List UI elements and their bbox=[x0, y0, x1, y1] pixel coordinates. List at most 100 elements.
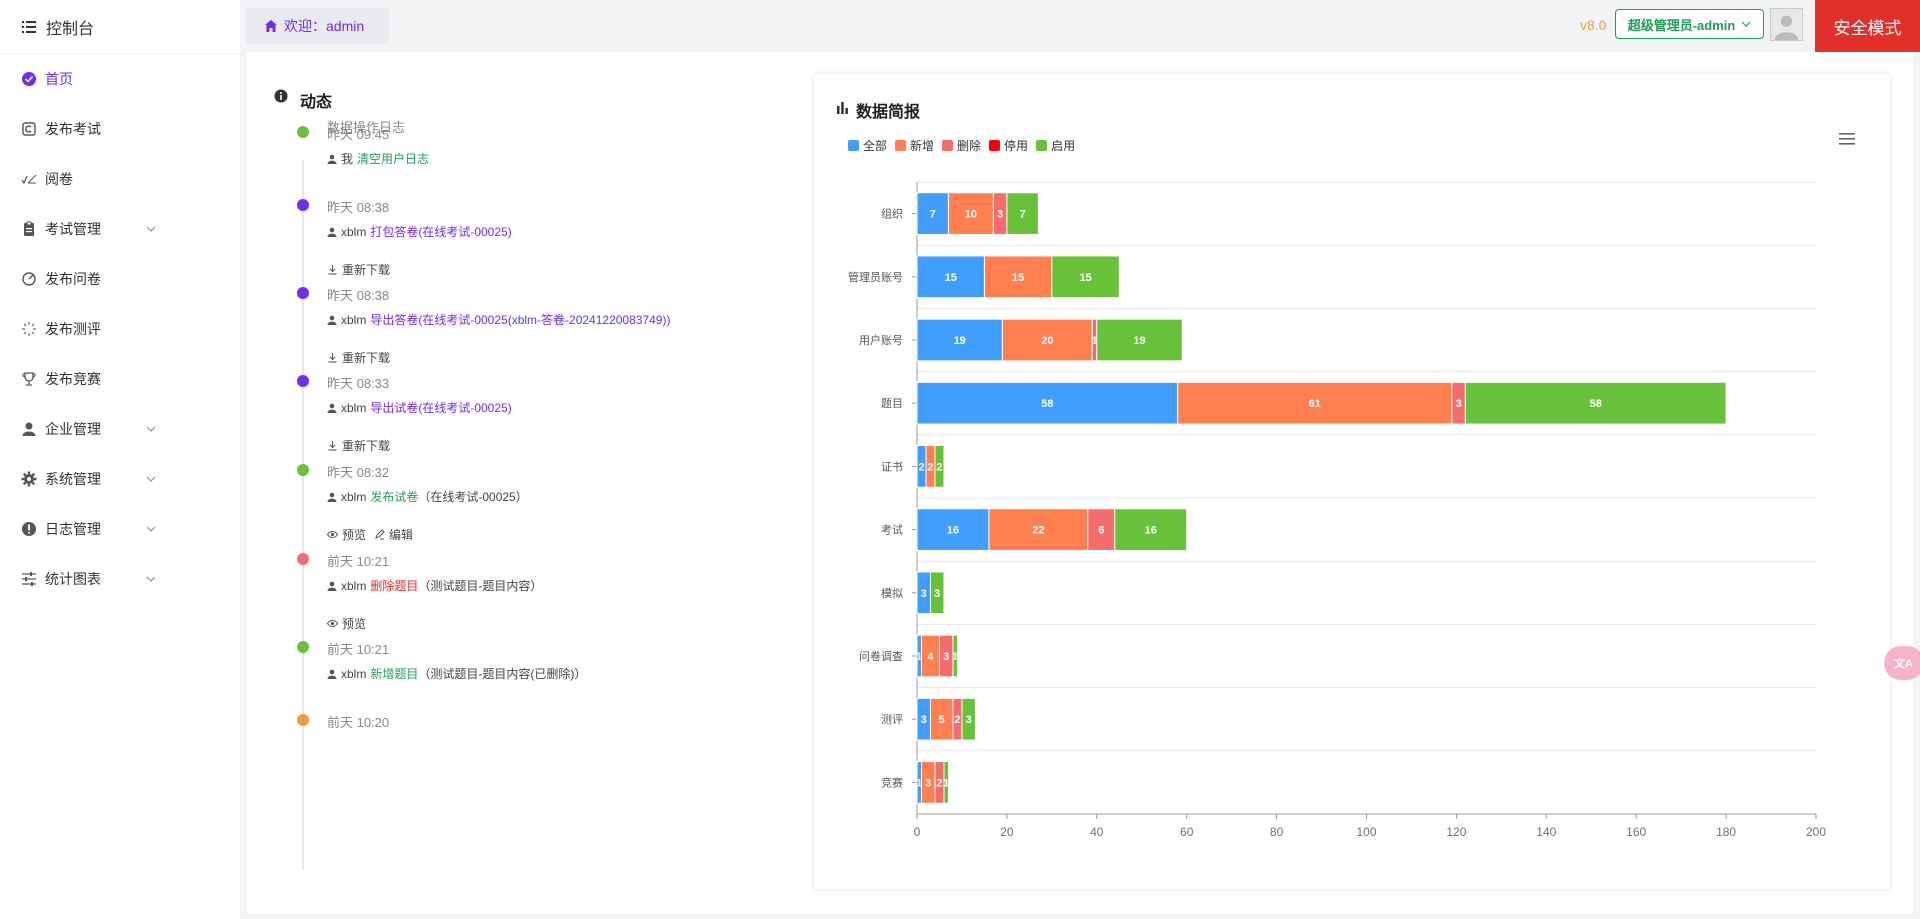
bar-value-label: 3 bbox=[934, 588, 940, 600]
user-icon bbox=[327, 669, 337, 679]
sidebar-item-4[interactable]: 发布问卷 bbox=[0, 254, 240, 304]
safe-mode-button[interactable]: 安全模式 bbox=[1815, 0, 1920, 52]
category-label: 考试 bbox=[881, 524, 903, 537]
timeline-dot bbox=[297, 375, 309, 387]
timeline-action-link[interactable]: 新增题目 bbox=[370, 667, 419, 681]
timeline-sub-action[interactable]: 重新下载 bbox=[327, 351, 390, 365]
sidebar-item-8[interactable]: 系统管理 bbox=[0, 454, 240, 504]
timeline-sub-actions: 预览 编辑 bbox=[327, 526, 421, 543]
alert-icon bbox=[22, 522, 36, 536]
timeline-line bbox=[302, 160, 304, 870]
timeline-dot bbox=[297, 126, 309, 138]
sidebar-item-label: 发布考试 bbox=[45, 121, 101, 137]
chart-menu-icon[interactable] bbox=[1838, 131, 1856, 147]
sliders-icon bbox=[22, 572, 36, 586]
bar-value-label: 2 bbox=[936, 461, 942, 473]
legend-item[interactable]: 新增 bbox=[895, 137, 934, 154]
timeline-sub-label: 预览 bbox=[342, 528, 367, 542]
sidebar-item-0[interactable]: 首页 bbox=[0, 54, 240, 104]
timeline-sub-actions: 重新下载 bbox=[327, 437, 398, 454]
timeline-user: xblm bbox=[341, 490, 367, 504]
sidebar-item-1[interactable]: 发布考试 bbox=[0, 104, 240, 154]
timeline-sub-action[interactable]: 重新下载 bbox=[327, 263, 390, 277]
timeline-sub-action[interactable]: 编辑 bbox=[374, 528, 413, 542]
timeline-user: 我 bbox=[341, 152, 354, 166]
clipboard-icon bbox=[24, 221, 34, 236]
x-tick-label: 0 bbox=[914, 825, 921, 839]
timeline-sub-label: 编辑 bbox=[389, 528, 414, 542]
timeline-time: 昨天 08:33 bbox=[327, 376, 390, 391]
download-icon bbox=[328, 353, 337, 363]
x-tick-label: 100 bbox=[1356, 825, 1376, 839]
bar-chart-icon bbox=[837, 102, 848, 114]
translate-float-button[interactable]: 文A bbox=[1884, 646, 1920, 680]
bar-value-label: 61 bbox=[1309, 398, 1321, 410]
publish-exam-icon bbox=[22, 122, 36, 136]
legend-item[interactable]: 全部 bbox=[848, 137, 887, 154]
user-icon bbox=[327, 227, 337, 237]
chevron-down-icon bbox=[146, 476, 156, 482]
sidebar-item-9[interactable]: 日志管理 bbox=[0, 504, 240, 554]
bar-segment bbox=[983, 255, 1053, 299]
bar-value-label: 16 bbox=[947, 525, 959, 537]
timeline-action-link[interactable]: 删除题目 bbox=[370, 579, 419, 593]
timeline-sub-action[interactable]: 预览 bbox=[327, 617, 366, 631]
sidebar-item-label: 发布测评 bbox=[45, 321, 101, 337]
legend-item[interactable]: 删除 bbox=[942, 137, 981, 154]
category-label: 问卷调查 bbox=[859, 649, 903, 663]
gear-icon bbox=[21, 471, 37, 487]
translate-label: 文A bbox=[1894, 658, 1913, 670]
avatar[interactable] bbox=[1770, 8, 1803, 41]
timeline-sub-action[interactable]: 预览 bbox=[327, 528, 366, 542]
sidebar-header[interactable]: 控制台 bbox=[0, 0, 240, 54]
timeline-action-link[interactable]: 导出试卷(在线考试-00025) bbox=[370, 401, 512, 415]
bar-segment bbox=[916, 192, 949, 235]
tab-welcome[interactable]: 欢迎：admin bbox=[246, 8, 389, 44]
bar-segment bbox=[947, 192, 994, 235]
timeline-action-link[interactable]: 清空用户日志 bbox=[357, 152, 430, 166]
home-check-icon bbox=[22, 72, 36, 86]
bar-segment bbox=[1087, 508, 1116, 551]
timeline-title-text: 动态 bbox=[300, 94, 333, 111]
sidebar-item-2[interactable]: 阅卷 bbox=[0, 154, 240, 204]
x-tick-label: 40 bbox=[1090, 825, 1104, 839]
bar-segment bbox=[1006, 192, 1039, 235]
legend-swatch bbox=[848, 140, 859, 151]
user-icon bbox=[22, 422, 36, 436]
timeline-action: xblm 打包答卷(在线考试-00025) bbox=[327, 223, 512, 240]
x-tick-label: 160 bbox=[1626, 825, 1646, 839]
category-label: 题目 bbox=[881, 397, 903, 410]
timeline-action: xblm 发布试卷（在线考试-00025） bbox=[327, 488, 528, 505]
version-label: v8.0 bbox=[1580, 17, 1607, 33]
bar-value-label: 2 bbox=[918, 461, 924, 473]
timeline-sub-label: 重新下载 bbox=[342, 263, 391, 277]
x-tick-label: 140 bbox=[1536, 825, 1556, 839]
sidebar-item-7[interactable]: 企业管理 bbox=[0, 404, 240, 454]
timeline-user: xblm bbox=[341, 313, 367, 327]
legend-swatch bbox=[895, 140, 907, 151]
timeline-action: xblm 导出答卷(在线考试-00025(xblm-答卷-202412200837… bbox=[327, 311, 670, 328]
bar-value-label: 2 bbox=[936, 777, 942, 789]
timeline-action-link[interactable]: 发布试卷 bbox=[370, 490, 419, 504]
bar-value-label: 10 bbox=[965, 209, 977, 221]
menu-icon[interactable] bbox=[22, 20, 36, 33]
survey-icon bbox=[22, 272, 36, 286]
legend-item[interactable]: 启用 bbox=[1036, 137, 1075, 154]
sidebar-item-label: 统计图表 bbox=[45, 571, 101, 587]
bar-segment bbox=[916, 255, 985, 299]
sidebar-item-10[interactable]: 统计图表 bbox=[0, 554, 240, 604]
timeline-action-link[interactable]: 导出答卷(在线考试-00025(xblm-答卷-20241220083749)) bbox=[370, 313, 671, 327]
chevron-down-icon bbox=[1741, 21, 1751, 27]
user-icon bbox=[327, 492, 337, 502]
sidebar-item-3[interactable]: 考试管理 bbox=[0, 204, 240, 254]
sidebar-item-6[interactable]: 发布竞赛 bbox=[0, 354, 240, 404]
timeline-sub-action[interactable]: 重新下载 bbox=[327, 439, 390, 453]
sidebar-item-5[interactable]: 发布测评 bbox=[0, 304, 240, 354]
timeline-action: xblm 导出试卷(在线考试-00025) bbox=[327, 399, 512, 416]
legend-label: 全部 bbox=[863, 139, 888, 153]
bar-value-label: 19 bbox=[1133, 335, 1145, 347]
role-dropdown[interactable]: 超级管理员-admin bbox=[1615, 9, 1764, 39]
legend-item[interactable]: 停用 bbox=[989, 137, 1028, 154]
edit-icon bbox=[375, 529, 385, 540]
timeline-action-link[interactable]: 打包答卷(在线考试-00025) bbox=[370, 225, 512, 239]
